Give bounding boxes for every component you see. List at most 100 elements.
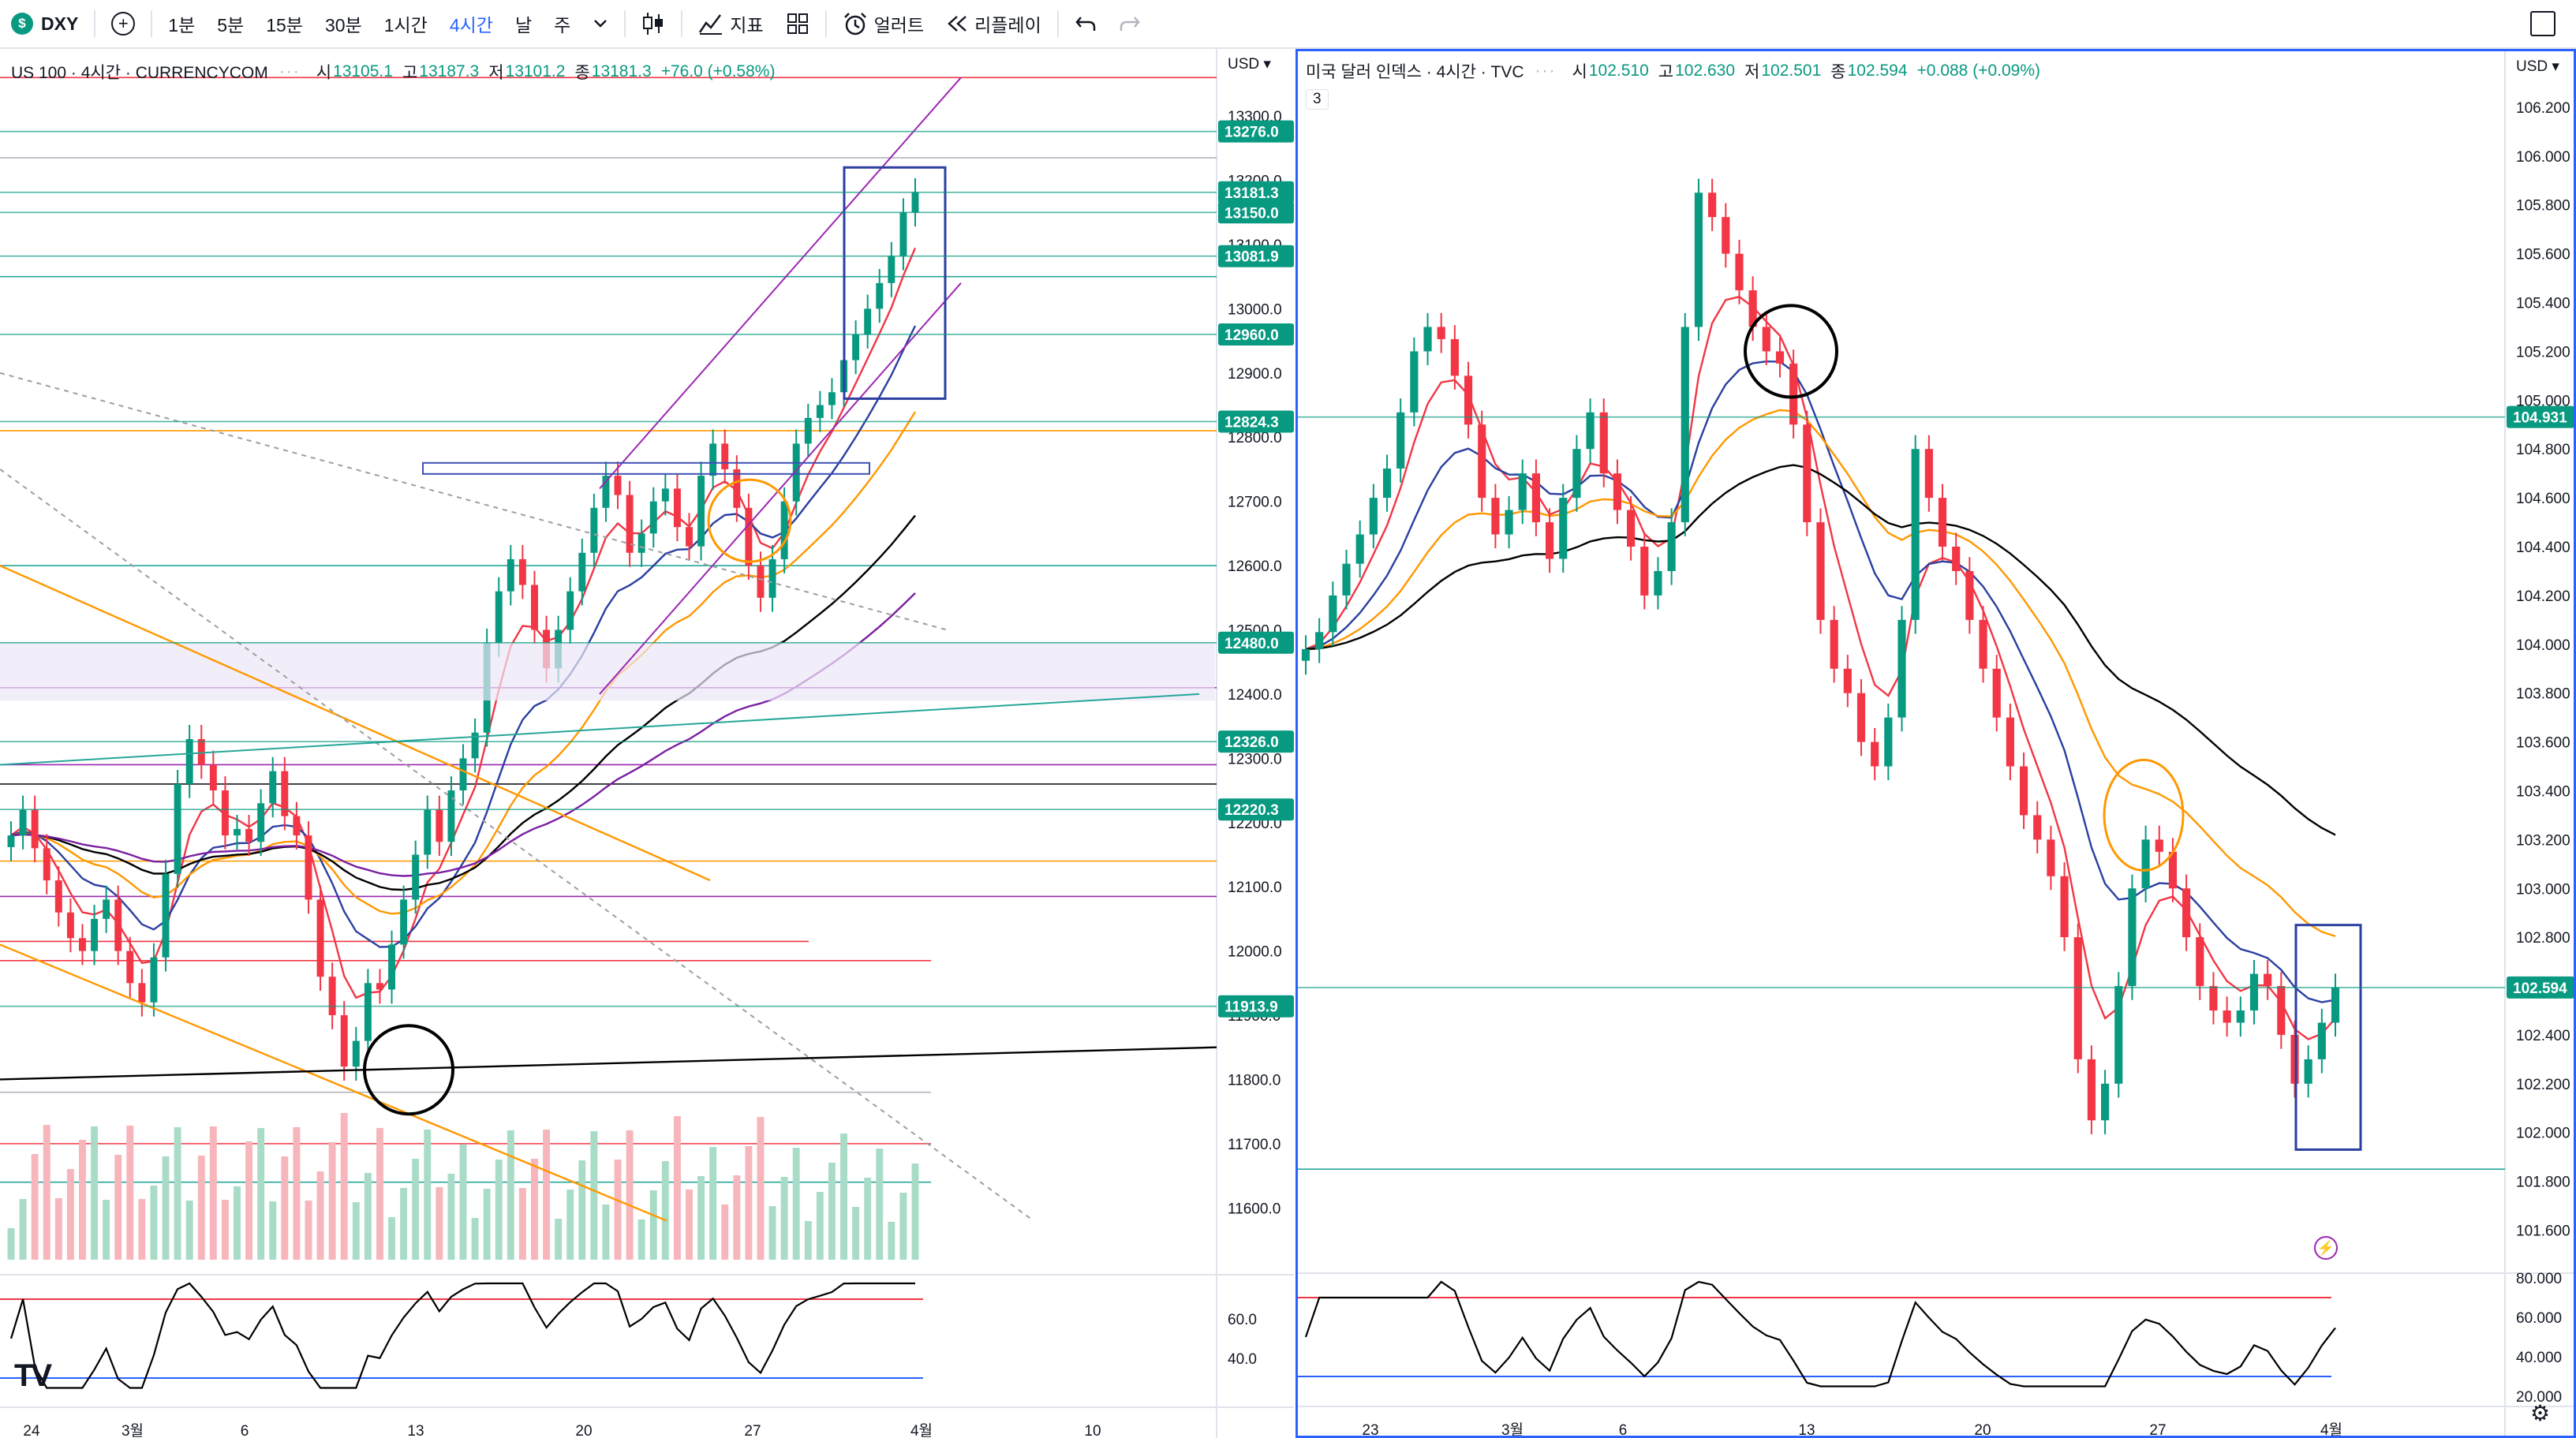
- candle-body: [2223, 1010, 2231, 1023]
- candle-body: [269, 771, 277, 804]
- left-legend-menu[interactable]: ···: [279, 62, 301, 80]
- candle-body: [91, 918, 99, 951]
- left-open-value: 13105.1: [333, 62, 393, 80]
- volume-bar: [828, 1163, 836, 1260]
- candle-body: [1396, 412, 1405, 469]
- candle-body: [352, 1040, 360, 1067]
- interval-dropdown[interactable]: [581, 0, 619, 48]
- right-legend-menu[interactable]: ···: [1535, 62, 1557, 80]
- volume-bar: [745, 1146, 753, 1260]
- candle-body: [733, 469, 741, 508]
- time-axis-label: 27: [744, 1423, 761, 1438]
- right-chart-canvas[interactable]: 106.200 106.000 105.800 105.600 105.400 105.2…: [1298, 51, 2574, 1436]
- volume-bar: [555, 1219, 563, 1260]
- candle-body: [150, 957, 158, 1003]
- volume-bar: [221, 1200, 229, 1260]
- volume-bar: [424, 1130, 432, 1260]
- volume-bar: [483, 1189, 491, 1260]
- left-chart-title[interactable]: US 100 · 4시간 · CURRENCYCOM: [11, 64, 268, 82]
- undo-icon: [1075, 17, 1095, 31]
- price-label-text: 11913.9: [1224, 999, 1278, 1016]
- candle-body: [899, 212, 907, 256]
- volume-bar: [447, 1174, 455, 1260]
- price-tick-label: 101.800: [2516, 1175, 2570, 1191]
- chevron-down-icon: [594, 20, 608, 28]
- volume-bar: [209, 1126, 217, 1260]
- volume-bar: [364, 1173, 372, 1260]
- candle-body: [637, 533, 645, 553]
- candle-body: [340, 1015, 348, 1067]
- indicators-button[interactable]: 지표: [687, 0, 774, 48]
- indicator-count-badge[interactable]: 3: [1306, 89, 1329, 110]
- candle-body: [66, 912, 74, 939]
- price-tick-label: 12400.0: [1228, 687, 1282, 704]
- price-tick-label: 106.200: [2516, 100, 2570, 117]
- rsi-tick-label: 60.000: [2516, 1310, 2562, 1327]
- price-label-tag: [2507, 405, 2574, 428]
- interval-1d[interactable]: 날: [514, 15, 533, 35]
- indicators-label: 지표: [730, 15, 764, 35]
- interval-4h[interactable]: 4시간: [449, 15, 493, 35]
- volume-bar: [269, 1201, 277, 1260]
- right-high-key: 고: [1658, 63, 1674, 81]
- templates-button[interactable]: [775, 0, 821, 48]
- alert-button[interactable]: 얼러트: [832, 0, 935, 48]
- candle-body: [1355, 534, 1364, 564]
- candle-body: [1315, 632, 1324, 649]
- candle-body: [780, 501, 788, 559]
- candle-body: [2033, 815, 2042, 840]
- volume-bar: [340, 1113, 348, 1260]
- rsi-tick-label: 40.000: [2516, 1350, 2562, 1366]
- chart-type-button[interactable]: [630, 0, 676, 48]
- candle-body: [1884, 717, 1893, 767]
- candle-body: [471, 732, 479, 759]
- candle-body: [1789, 363, 1798, 425]
- candle-body: [614, 476, 622, 495]
- maximize-icon[interactable]: [2530, 11, 2555, 36]
- price-tick-label: 106.000: [2516, 149, 2570, 166]
- lightning-icon[interactable]: ⚡: [2314, 1236, 2338, 1260]
- candle-body: [79, 938, 86, 951]
- time-axis-label: 13: [1798, 1422, 1815, 1436]
- right-chart-title[interactable]: 미국 달러 인덱스 · 4시간 · TVC: [1306, 63, 1524, 81]
- price-label-tag: [1218, 730, 1294, 753]
- candle-body: [828, 392, 836, 405]
- candle-body: [1382, 468, 1392, 499]
- candle-body: [197, 738, 205, 765]
- replay-button[interactable]: 리플레이: [935, 0, 1052, 48]
- interval-1m[interactable]: 1분: [168, 15, 196, 35]
- price-label-tag: [1218, 995, 1294, 1018]
- redo-button[interactable]: [1108, 0, 1152, 48]
- interval-5m[interactable]: 5분: [217, 15, 245, 35]
- interval-15m[interactable]: 15분: [266, 15, 303, 35]
- candle-body: [2264, 973, 2272, 987]
- toolbar-divider: [681, 10, 683, 37]
- symbol-label: DXY: [41, 13, 79, 34]
- interval-1h[interactable]: 1시간: [383, 15, 428, 35]
- moving-average-line: [1305, 464, 2336, 836]
- candle-body: [1952, 547, 1961, 571]
- candle-body: [1545, 522, 1554, 559]
- interval-30m[interactable]: 30분: [324, 15, 362, 35]
- price-tick-label: 12300.0: [1228, 751, 1282, 768]
- interval-1w[interactable]: 주: [554, 15, 571, 35]
- price-label-text: 12220.3: [1224, 802, 1279, 819]
- left-chart-canvas[interactable]: 13300.013200.013100.013000.012900.012800…: [0, 49, 1294, 1438]
- rsi-tick-label: 80.000: [2516, 1271, 2562, 1287]
- price-tick-label: 104.200: [2516, 588, 2570, 605]
- candle-body: [1667, 522, 1676, 571]
- symbol-search-button[interactable]: $ DXY: [0, 0, 89, 48]
- gear-icon[interactable]: ⚙: [2530, 1401, 2551, 1425]
- rsi-tick-label: 20.000: [2516, 1389, 2562, 1406]
- trend-channel-line: [599, 77, 962, 490]
- price-label-text: 12480.0: [1224, 636, 1279, 652]
- candle-body: [436, 809, 443, 842]
- moving-average-line: [10, 247, 917, 999]
- candle-body: [816, 405, 824, 418]
- candle-body: [566, 591, 574, 630]
- undo-button[interactable]: [1064, 0, 1108, 48]
- compare-symbol-button[interactable]: +: [100, 0, 146, 48]
- descending-trend-line: [0, 943, 667, 1222]
- candle-body: [424, 809, 432, 855]
- candle-body: [2182, 888, 2191, 938]
